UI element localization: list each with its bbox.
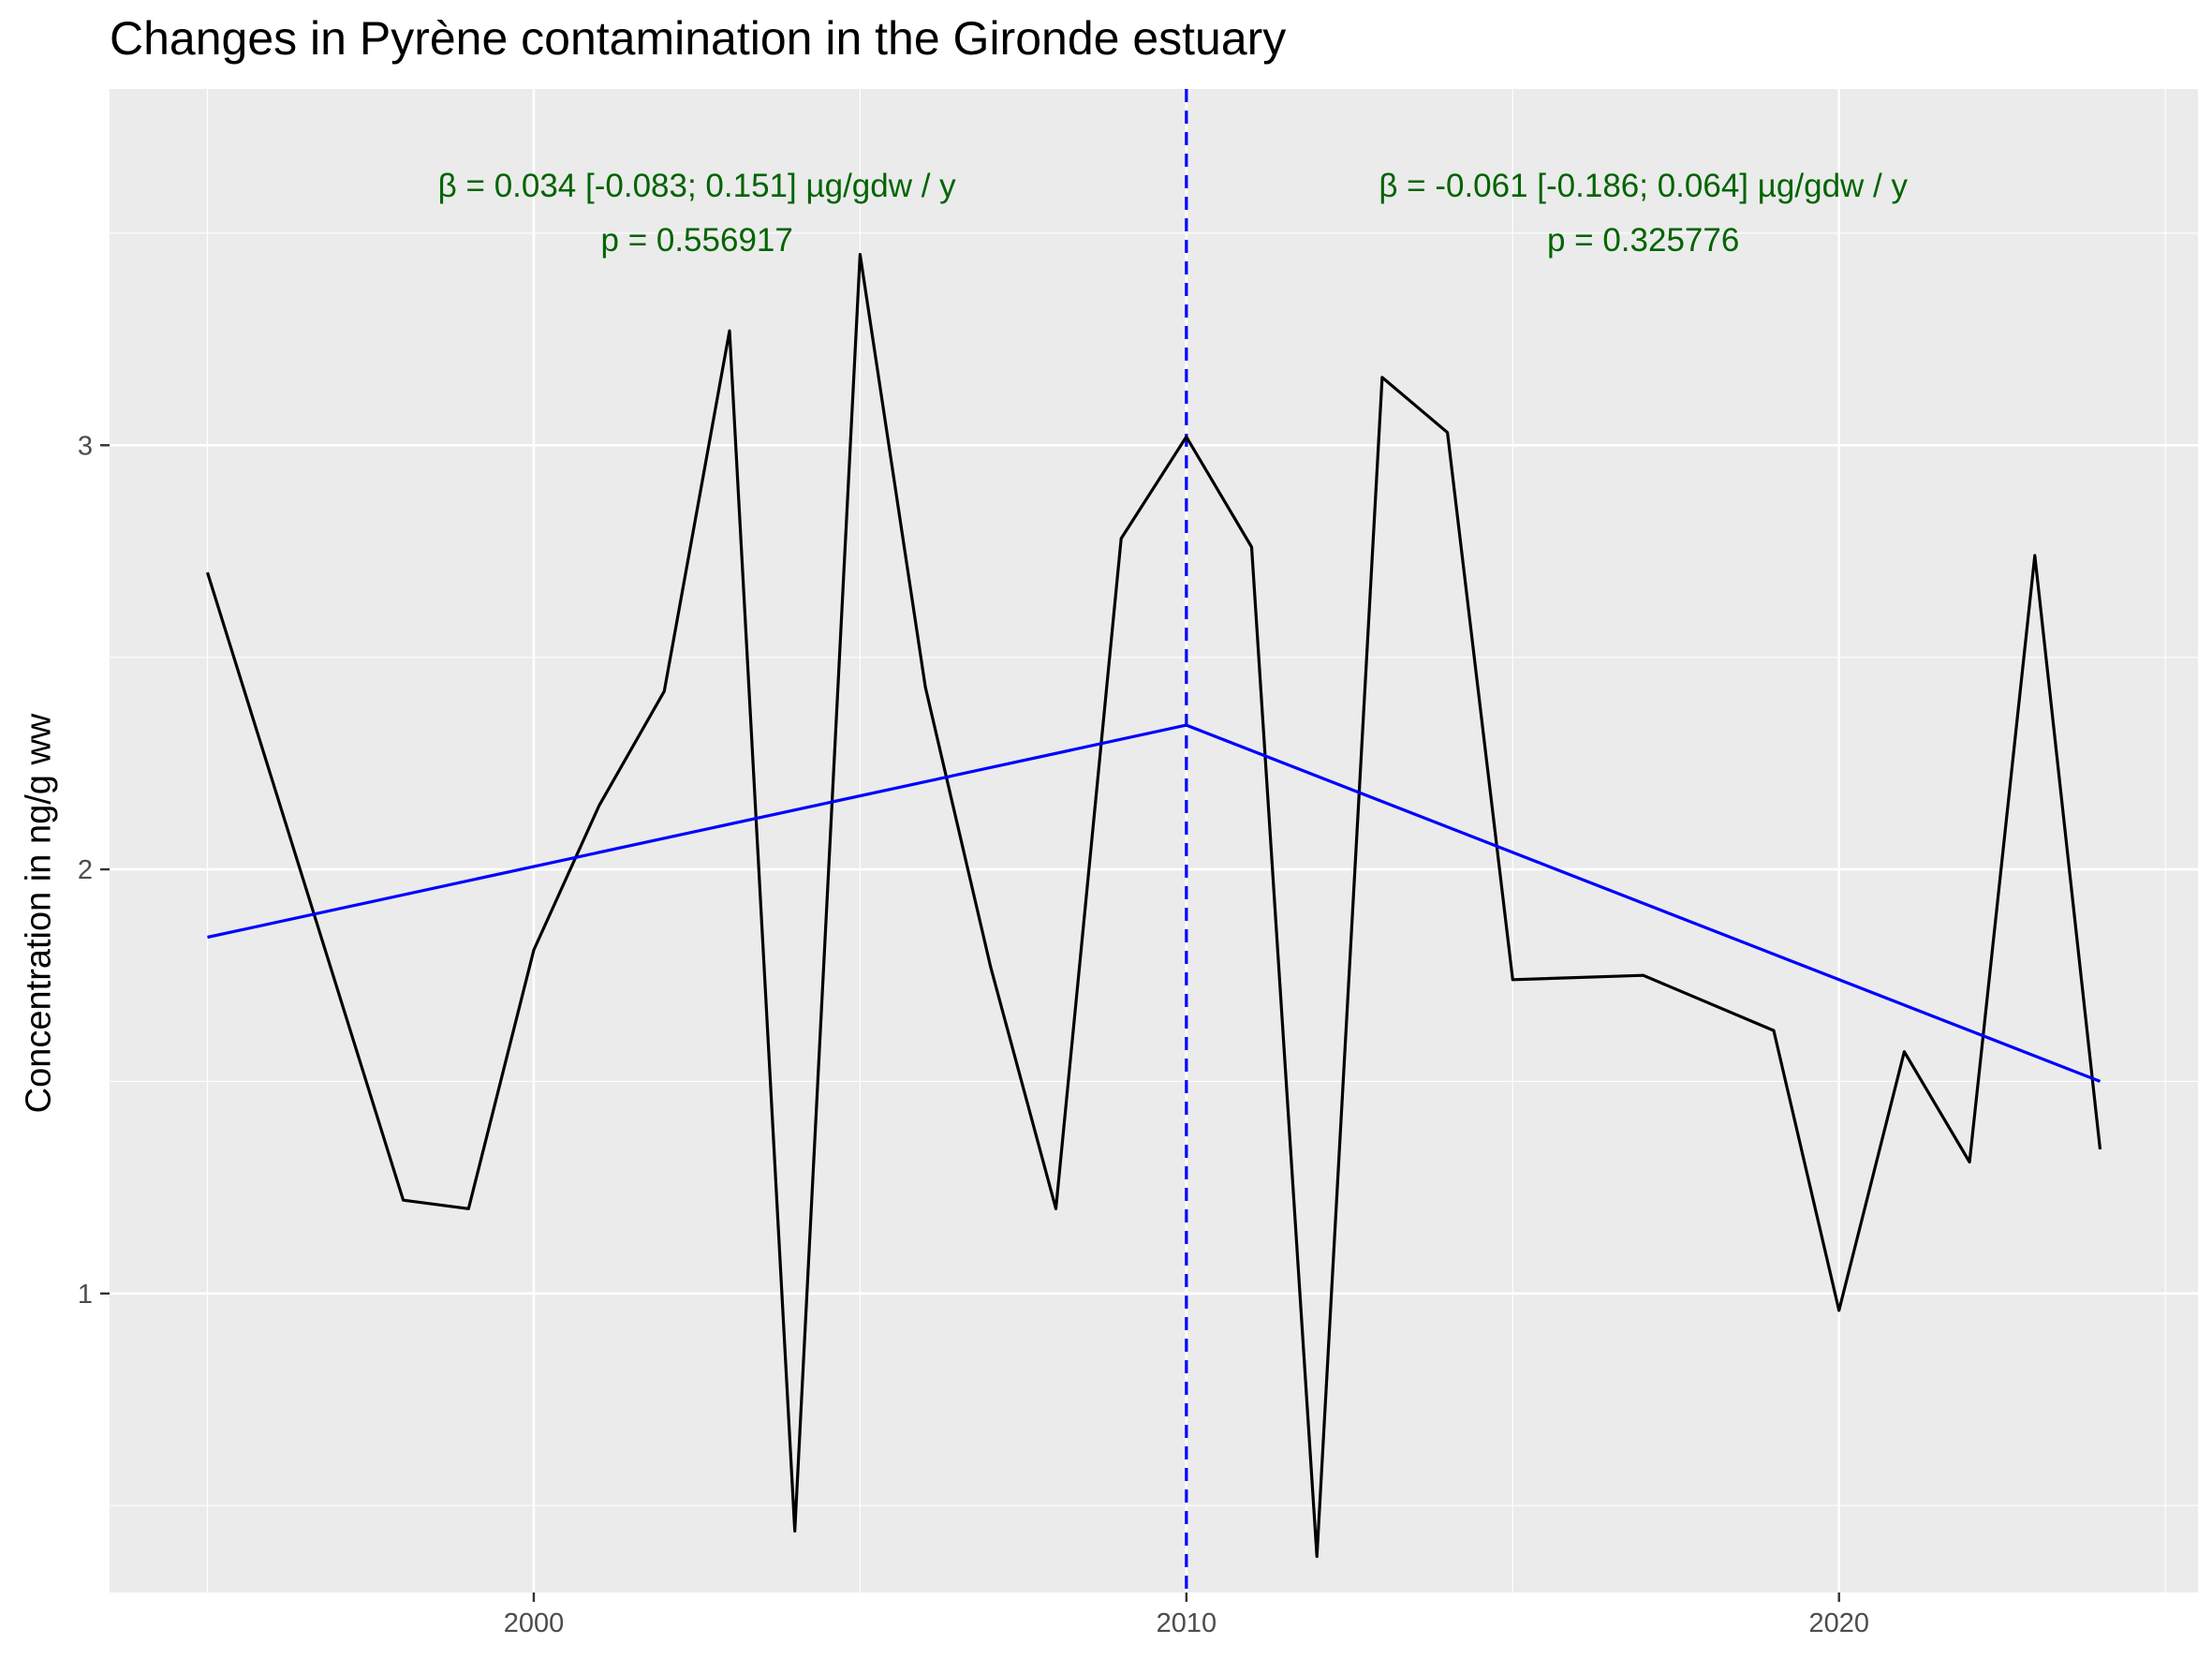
series-line-trend xyxy=(207,723,2101,1083)
series-line-concentration xyxy=(205,253,2102,1559)
x-tick-label: 2000 xyxy=(504,1608,565,1638)
x-tick-label: 2010 xyxy=(1157,1608,1217,1638)
y-tick-label: 1 xyxy=(78,1280,93,1310)
annotation-beta-2: β = -0.061 [-0.186; 0.064] µg/gdw / y xyxy=(1379,168,1908,204)
annotation-p-value-1: p = 0.556917 xyxy=(601,222,793,259)
annotation-p-value-2: p = 0.325776 xyxy=(1547,222,1739,259)
chart-title: Changes in Pyrène contamination in the G… xyxy=(110,12,1287,65)
y-tick-label: 2 xyxy=(78,855,93,885)
y-tick-label: 3 xyxy=(78,431,93,461)
x-tick-label: 2020 xyxy=(1808,1608,1869,1638)
plot-panel xyxy=(110,89,2198,1592)
annotation-beta-1: β = 0.034 [-0.083; 0.151] µg/gdw / y xyxy=(438,168,957,204)
